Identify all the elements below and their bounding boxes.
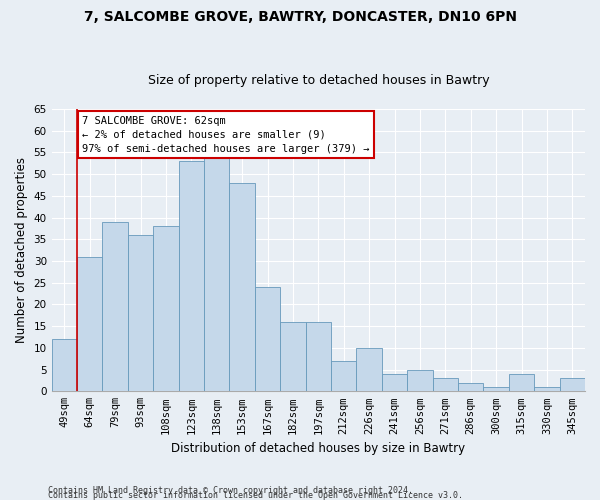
Bar — [77, 256, 103, 392]
Bar — [128, 235, 153, 392]
Bar — [331, 361, 356, 392]
Bar — [103, 222, 128, 392]
Bar — [382, 374, 407, 392]
Bar — [179, 161, 204, 392]
Bar — [407, 370, 433, 392]
Bar — [356, 348, 382, 392]
Text: Contains public sector information licensed under the Open Government Licence v3: Contains public sector information licen… — [48, 491, 463, 500]
Text: 7 SALCOMBE GROVE: 62sqm
← 2% of detached houses are smaller (9)
97% of semi-deta: 7 SALCOMBE GROVE: 62sqm ← 2% of detached… — [82, 116, 370, 154]
Text: 7, SALCOMBE GROVE, BAWTRY, DONCASTER, DN10 6PN: 7, SALCOMBE GROVE, BAWTRY, DONCASTER, DN… — [83, 10, 517, 24]
Title: Size of property relative to detached houses in Bawtry: Size of property relative to detached ho… — [148, 74, 489, 87]
Bar — [560, 378, 585, 392]
Bar — [204, 157, 229, 392]
Bar — [458, 382, 484, 392]
X-axis label: Distribution of detached houses by size in Bawtry: Distribution of detached houses by size … — [171, 442, 466, 455]
Bar — [255, 287, 280, 392]
Text: Contains HM Land Registry data © Crown copyright and database right 2024.: Contains HM Land Registry data © Crown c… — [48, 486, 413, 495]
Bar — [484, 387, 509, 392]
Bar — [153, 226, 179, 392]
Bar — [433, 378, 458, 392]
Bar — [280, 322, 305, 392]
Bar — [534, 387, 560, 392]
Bar — [509, 374, 534, 392]
Bar — [305, 322, 331, 392]
Bar — [52, 339, 77, 392]
Bar — [229, 183, 255, 392]
Y-axis label: Number of detached properties: Number of detached properties — [15, 157, 28, 343]
